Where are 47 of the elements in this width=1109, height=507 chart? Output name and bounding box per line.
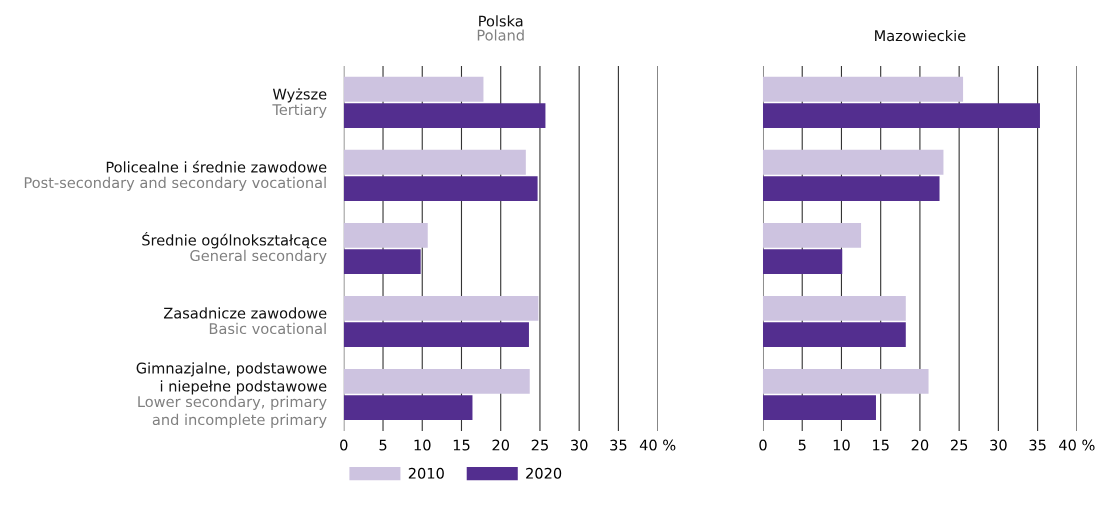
y-tick-label: Zasadnicze zawodowe Basic vocational [163, 307, 327, 335]
x-tick-label: 15 [453, 439, 470, 451]
bar [762, 322, 906, 347]
bar [762, 222, 862, 248]
x-tick-label: 5 [798, 439, 806, 451]
bar [762, 368, 929, 394]
x-tick-label: 25 [531, 439, 548, 451]
y-tick-label: Średnie ogólnokształcące General secondary [142, 231, 327, 264]
x-tick-label: 0 [340, 439, 348, 451]
bar [343, 222, 428, 248]
bar [343, 249, 421, 274]
chart-title: Mazowieckie [875, 29, 966, 42]
y-tick-label: Policealne i średnie zawodowe Post-secondary and secondary vocational [24, 160, 327, 191]
bar [343, 395, 473, 420]
bar [762, 103, 1040, 128]
bar [343, 176, 538, 201]
y-tick-label: Wyższe Tertiary [272, 88, 327, 118]
x-tick-label: 10 [414, 439, 431, 451]
bar [343, 368, 530, 394]
bar [762, 295, 906, 321]
y-tick-label: Gimnazjalne, podstawowe i niepełne podstawowe Lower secondary, primary and incomplete primary [136, 362, 327, 428]
bar [343, 295, 539, 321]
bar [343, 76, 484, 102]
x-tick-label: 0 [759, 439, 767, 451]
x-tick-label: 20 [492, 439, 510, 451]
bar [762, 249, 843, 274]
x-tick-label: 30 [990, 439, 1007, 451]
bar [762, 176, 940, 201]
x-tick-label: 35 [610, 439, 627, 451]
x-tick-label: 35 [1029, 439, 1046, 451]
legend-label: 2020 [526, 467, 562, 479]
bar [343, 103, 546, 128]
bar [762, 76, 964, 102]
x-tick-label: 15 [873, 439, 889, 451]
x-tick-label: 5 [379, 439, 387, 451]
bar [762, 149, 944, 175]
bar [343, 322, 529, 347]
bar [343, 149, 526, 175]
x-tick-label: 25 [950, 439, 968, 451]
x-tick-label: 30 [571, 439, 588, 451]
legend-label: 2010 [408, 467, 444, 479]
x-tick-label: 40 % [639, 439, 676, 451]
x-tick-label: 20 [911, 439, 929, 451]
x-tick-label: 10 [833, 439, 850, 451]
chart-title: Polska Poland [477, 15, 524, 41]
bar [762, 395, 876, 420]
x-tick-label: 40 % [1059, 439, 1095, 451]
